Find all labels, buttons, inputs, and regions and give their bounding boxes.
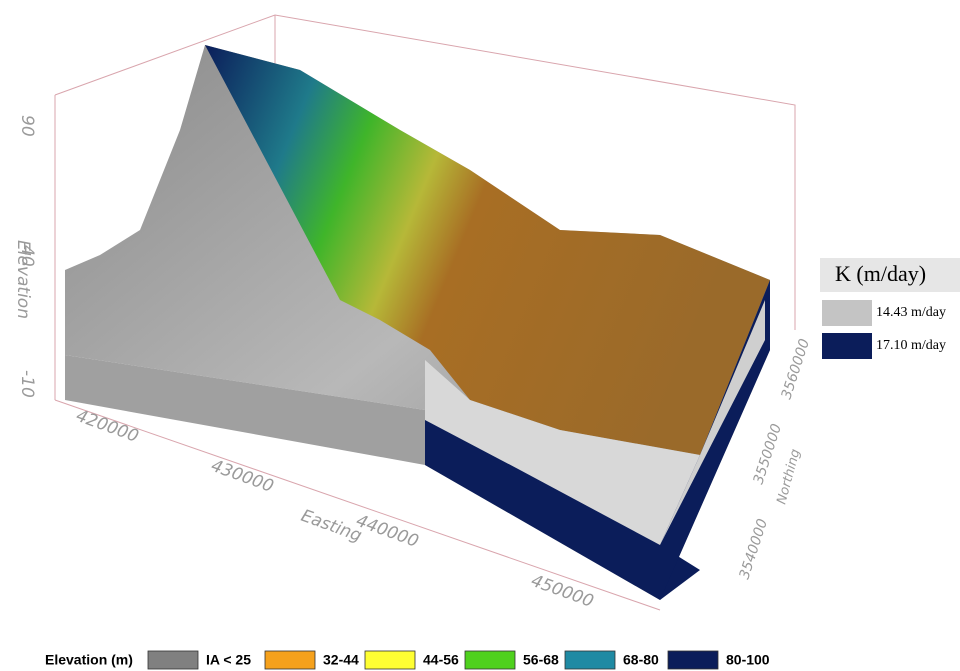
elevation-legend-label: 80-100 — [726, 652, 770, 668]
northing-tick-label: 3540000 — [737, 517, 772, 581]
elevation-legend-title: Elevation (m) — [45, 652, 133, 668]
elevation-tick-label: 40 — [17, 245, 37, 267]
elevation-tick-label: -10 — [17, 370, 37, 398]
elevation-legend-label: 32-44 — [323, 652, 359, 668]
k-legend-label: 14.43 m/day — [876, 305, 946, 320]
box-frame — [54, 14, 796, 611]
elevation-legend-label: 56-68 — [523, 652, 559, 668]
easting-tick-label: 430000 — [208, 456, 276, 497]
northing-axis-label: Northing — [774, 448, 803, 506]
elevation-legend-label: 68-80 — [623, 652, 659, 668]
elevation-legend-swatch — [264, 650, 316, 670]
k-legend-label: 17.10 m/day — [876, 338, 946, 353]
elevation-tick-label: 90 — [17, 115, 37, 137]
easting-tick-label: 440000 — [353, 511, 421, 552]
easting-tick-label: 450000 — [528, 571, 596, 612]
elevation-axis-label: Elevation — [13, 240, 33, 319]
northing-tick-label: 3560000 — [779, 337, 814, 401]
elevation-legend-swatch — [667, 650, 719, 670]
k-legend-header — [820, 258, 960, 292]
elevation-legend-label: IA < 25 — [206, 652, 251, 668]
k-legend-title: K (m/day) — [835, 261, 926, 286]
elevation-legend-swatch — [364, 650, 416, 670]
elevation-legend-swatch — [564, 650, 616, 670]
easting-tick-label: 420000 — [73, 406, 141, 447]
k-legend-swatch — [822, 300, 872, 326]
northing-tick-label: 3550000 — [751, 422, 786, 486]
k-legend-swatch — [822, 333, 872, 359]
terrain-model — [65, 45, 770, 600]
elevation-legend-label: 44-56 — [423, 652, 459, 668]
elevation-legend-swatch — [147, 650, 199, 670]
elevation-legend-swatch — [464, 650, 516, 670]
